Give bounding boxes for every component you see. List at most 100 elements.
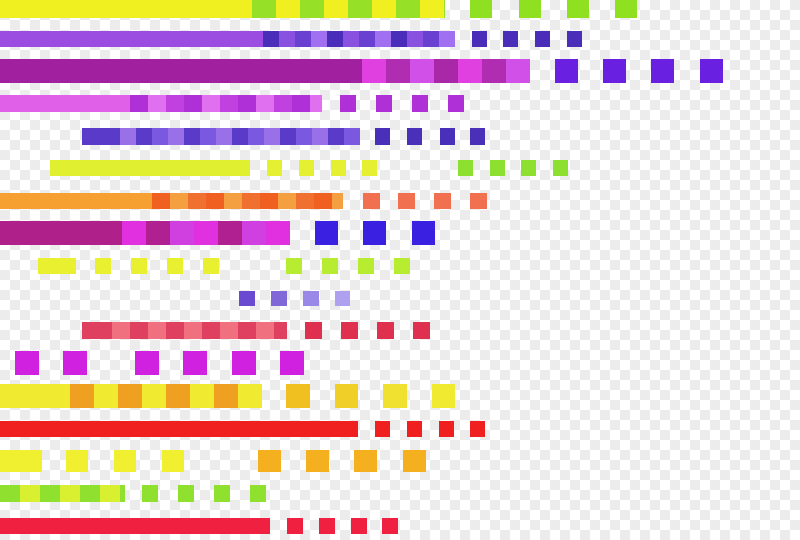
- bar-segment: [184, 95, 202, 112]
- bar: [0, 518, 270, 534]
- bar-segment: [60, 485, 80, 502]
- square: [603, 59, 626, 83]
- bar-segment: [328, 128, 344, 145]
- square: [135, 351, 159, 375]
- square: [335, 291, 350, 306]
- square: [519, 0, 541, 18]
- square: [553, 160, 568, 176]
- bar-segment: [94, 384, 118, 408]
- bar-segment: [100, 485, 120, 502]
- bar-segment: [238, 95, 256, 112]
- square: [66, 450, 88, 472]
- bar-segment: [314, 193, 332, 209]
- square: [412, 221, 435, 245]
- square: [306, 450, 329, 472]
- bar: [82, 128, 120, 145]
- square: [305, 322, 322, 339]
- bar: [50, 160, 250, 176]
- bar-segment: [292, 95, 310, 112]
- square: [382, 518, 398, 534]
- bar-segment: [343, 31, 359, 47]
- square: [394, 258, 410, 274]
- bar: [0, 31, 263, 47]
- square: [407, 128, 422, 145]
- bar-segment: [184, 322, 202, 339]
- bar-segment: [252, 0, 276, 18]
- square: [503, 31, 518, 47]
- bar-segment: [194, 221, 218, 245]
- bar-segment: [170, 221, 194, 245]
- square: [239, 291, 255, 306]
- square: [383, 384, 407, 408]
- bar-segment: [296, 128, 312, 145]
- square: [567, 0, 589, 18]
- square: [651, 59, 674, 83]
- bar-segment: [375, 31, 391, 47]
- bar-segment: [423, 31, 439, 47]
- bar-segment: [122, 221, 146, 245]
- bar-segment: [439, 31, 455, 47]
- square: [412, 95, 428, 112]
- square: [271, 291, 287, 306]
- bar-segment: [256, 322, 274, 339]
- square: [375, 421, 390, 437]
- bar-segment: [274, 322, 287, 339]
- square: [448, 95, 464, 112]
- square: [131, 258, 147, 274]
- square: [413, 322, 430, 339]
- square: [362, 160, 377, 176]
- bar-segment: [386, 59, 410, 83]
- bar: [0, 59, 362, 83]
- square: [315, 221, 338, 245]
- square: [354, 450, 377, 472]
- square: [232, 351, 256, 375]
- bar-segment: [220, 95, 238, 112]
- bar-segment: [130, 322, 148, 339]
- square: [567, 31, 582, 47]
- bar-segment: [152, 128, 168, 145]
- bar-segment: [202, 322, 220, 339]
- square: [440, 128, 455, 145]
- bar-segment: [242, 221, 266, 245]
- square: [340, 95, 356, 112]
- bar-segment: [220, 322, 238, 339]
- bar-segment: [434, 59, 458, 83]
- bar-segment: [190, 384, 214, 408]
- square: [95, 258, 111, 274]
- square: [470, 128, 485, 145]
- bar-segment: [40, 485, 60, 502]
- bar-segment: [274, 95, 292, 112]
- square: [521, 160, 536, 176]
- bar-segment: [200, 128, 216, 145]
- bar-segment: [372, 0, 396, 18]
- square: [142, 485, 158, 502]
- square: [376, 95, 392, 112]
- bar-segment: [482, 59, 506, 83]
- bar-segment: [166, 322, 184, 339]
- bar-segment: [295, 31, 311, 47]
- bar-segment: [152, 193, 170, 209]
- bar-segment: [348, 0, 372, 18]
- square: [432, 384, 455, 408]
- bar: [0, 0, 252, 18]
- square: [258, 450, 281, 472]
- square: [203, 258, 219, 274]
- square: [162, 450, 184, 472]
- square: [280, 351, 304, 375]
- square: [114, 450, 136, 472]
- bar-segment: [263, 31, 279, 47]
- bar-segment: [118, 384, 142, 408]
- square: [0, 450, 42, 472]
- bar-segment: [188, 193, 206, 209]
- bar-segment: [166, 95, 184, 112]
- square: [363, 221, 386, 245]
- bar-segment: [20, 485, 40, 502]
- bar-segment: [279, 31, 295, 47]
- bar-segment: [359, 31, 375, 47]
- square: [490, 160, 505, 176]
- bar-segment: [264, 128, 280, 145]
- bar-segment: [202, 95, 220, 112]
- bar-segment: [362, 59, 386, 83]
